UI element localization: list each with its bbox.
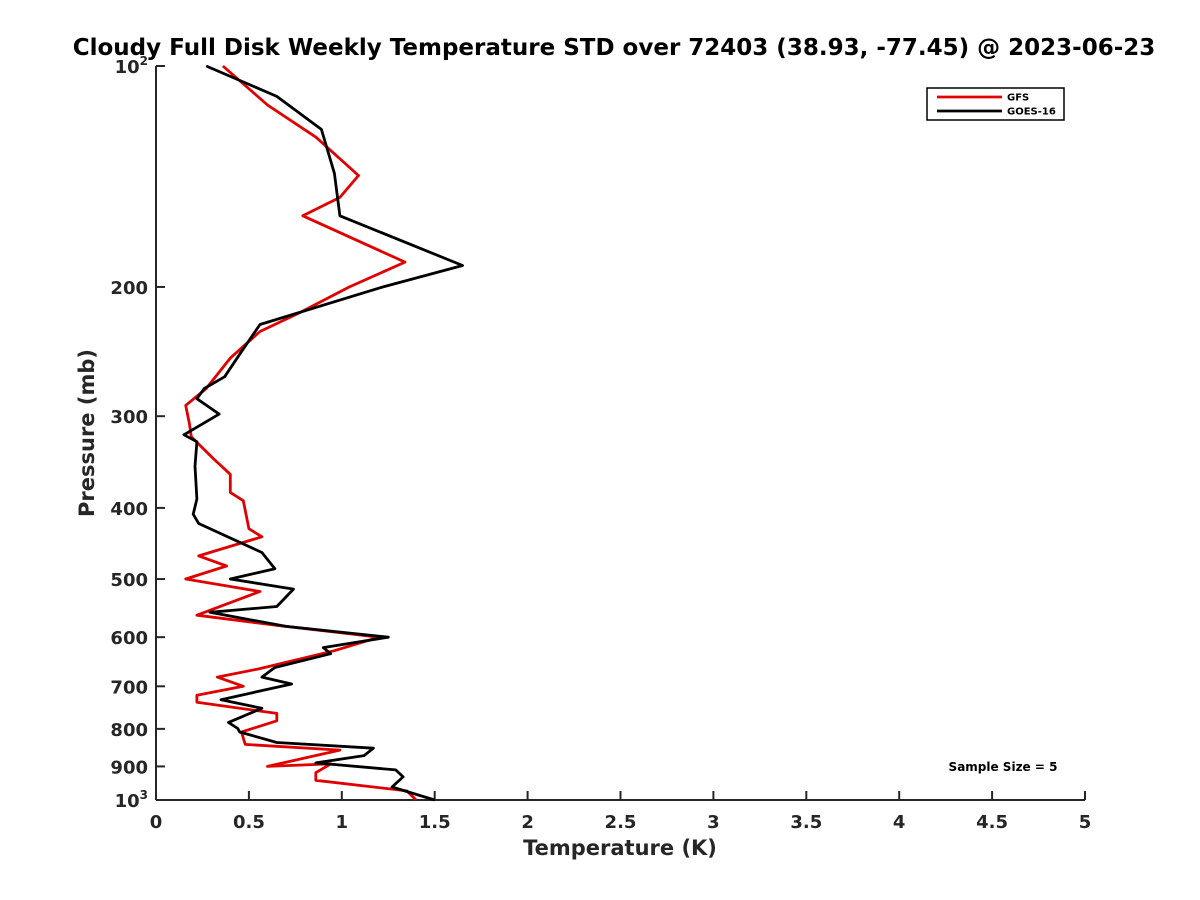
y-tick-base: 800 bbox=[110, 720, 148, 741]
plot-area bbox=[156, 66, 1085, 800]
y-tick-label: 102 bbox=[115, 54, 148, 78]
chart-title: Cloudy Full Disk Weekly Temperature STD … bbox=[73, 35, 1156, 61]
x-tick-label: 3 bbox=[707, 812, 720, 833]
y-tick-exponent: 3 bbox=[140, 788, 148, 802]
y-tick-label: 200 bbox=[110, 278, 148, 299]
series-lines bbox=[182, 64, 465, 802]
legend-label: GFS bbox=[1007, 93, 1029, 104]
x-tick-label: 1 bbox=[336, 812, 349, 833]
y-tick-label: 600 bbox=[110, 628, 148, 649]
y-tick-base: 10 bbox=[115, 57, 140, 78]
legend: GFS GOES-16 bbox=[926, 87, 1065, 121]
y-tick-label: 700 bbox=[110, 677, 148, 698]
y-tick-base: 200 bbox=[110, 278, 148, 299]
y-tick-label: 800 bbox=[110, 720, 148, 741]
y-tick-base: 500 bbox=[110, 570, 148, 591]
legend-label: GOES-16 bbox=[1007, 107, 1056, 118]
x-tick-label: 1.5 bbox=[419, 812, 451, 833]
x-tick-label: 2 bbox=[521, 812, 534, 833]
y-tick-base: 900 bbox=[110, 757, 148, 778]
y-tick-exponent: 2 bbox=[140, 54, 148, 68]
y-tick-label: 500 bbox=[110, 570, 148, 591]
series-line-gfs bbox=[184, 64, 418, 802]
x-tick-label: 2.5 bbox=[605, 812, 637, 833]
legend-box bbox=[926, 87, 1065, 121]
x-axis-label: Temperature (K) bbox=[523, 836, 717, 860]
series-line-goes-16 bbox=[182, 64, 465, 802]
y-axis-label: Pressure (mb) bbox=[75, 349, 99, 517]
x-tick-label: 4.5 bbox=[976, 812, 1008, 833]
sample-size-annotation: Sample Size = 5 bbox=[949, 760, 1058, 774]
x-tick-label: 5 bbox=[1079, 812, 1092, 833]
y-tick-label: 103 bbox=[115, 788, 148, 812]
y-tick-label: 900 bbox=[110, 757, 148, 778]
y-tick-base: 10 bbox=[115, 791, 140, 812]
y-tick-label: 400 bbox=[110, 499, 148, 520]
x-tick-label: 0 bbox=[150, 812, 163, 833]
y-tick-base: 300 bbox=[110, 407, 148, 428]
y-tick-base: 700 bbox=[110, 677, 148, 698]
x-tick-label: 4 bbox=[893, 812, 906, 833]
x-tick-label: 3.5 bbox=[790, 812, 822, 833]
y-tick-base: 600 bbox=[110, 628, 148, 649]
y-tick-label: 300 bbox=[110, 407, 148, 428]
y-tick-base: 400 bbox=[110, 499, 148, 520]
x-tick-label: 0.5 bbox=[233, 812, 265, 833]
x-ticks: 0 0.5 1 1.5 2 2.5 3 3.5 4 4.5 5 bbox=[150, 791, 1092, 833]
